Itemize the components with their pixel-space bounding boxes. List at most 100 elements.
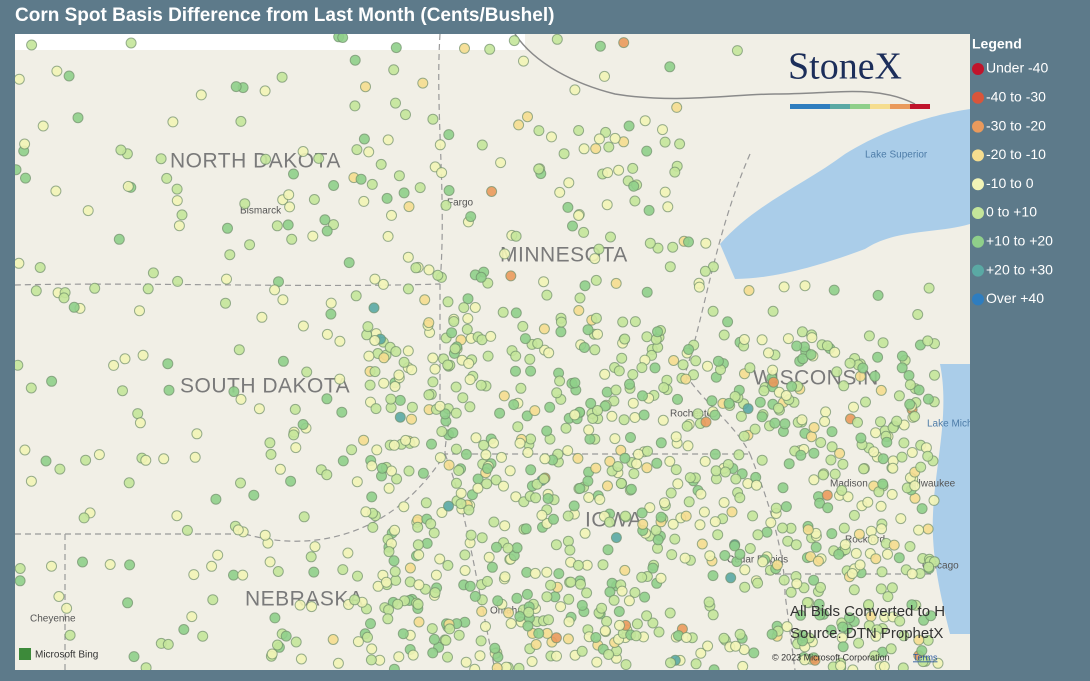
bid-dot bbox=[308, 194, 320, 205]
bid-dot bbox=[423, 389, 435, 401]
bid-dot bbox=[63, 70, 75, 82]
bid-dot bbox=[562, 445, 574, 457]
bid-dot bbox=[616, 352, 628, 364]
bid-dot bbox=[603, 141, 615, 153]
bid-dot bbox=[239, 198, 251, 210]
bid-dot bbox=[173, 220, 185, 232]
bid-dot bbox=[530, 639, 542, 650]
bid-dot bbox=[664, 607, 676, 619]
bid-dot bbox=[37, 120, 49, 132]
bid-dot bbox=[669, 533, 681, 545]
city-label: Milwaukee bbox=[908, 479, 956, 490]
bid-dot bbox=[555, 316, 567, 328]
bid-dot bbox=[604, 516, 616, 528]
bid-dot bbox=[430, 569, 442, 581]
bid-dot bbox=[923, 561, 935, 573]
bid-dot bbox=[459, 42, 470, 54]
bid-dot bbox=[590, 143, 602, 155]
bid-dot bbox=[440, 199, 452, 211]
bid-dot bbox=[860, 396, 871, 408]
bid-dot bbox=[826, 528, 838, 540]
bid-dot bbox=[791, 340, 803, 352]
bid-dot bbox=[337, 455, 349, 467]
bid-dot bbox=[426, 623, 438, 635]
bid-dot bbox=[647, 617, 659, 629]
bid-dot bbox=[692, 408, 704, 420]
bid-dot bbox=[560, 422, 572, 434]
bid-dot bbox=[826, 426, 838, 438]
bid-dot bbox=[212, 549, 224, 561]
bid-dot bbox=[269, 284, 281, 296]
bid-dot bbox=[132, 408, 144, 420]
bid-dot bbox=[394, 394, 406, 406]
bid-dot bbox=[398, 356, 410, 368]
bid-dot bbox=[616, 585, 628, 597]
bid-dot bbox=[593, 243, 605, 255]
bid-dot bbox=[567, 220, 578, 232]
bid-dot bbox=[398, 187, 410, 199]
bid-dot bbox=[815, 581, 826, 593]
bid-dot bbox=[576, 599, 588, 611]
bid-dot bbox=[718, 329, 730, 341]
bid-dot bbox=[568, 500, 580, 512]
bid-dot bbox=[207, 594, 219, 606]
bid-dot bbox=[615, 477, 627, 489]
bid-dot bbox=[526, 656, 538, 667]
bid-dot bbox=[819, 416, 831, 427]
bid-dot bbox=[629, 316, 641, 328]
bid-dot bbox=[476, 139, 488, 151]
bid-dot bbox=[15, 359, 24, 371]
bid-dot bbox=[394, 411, 406, 423]
bid-dot bbox=[538, 276, 550, 288]
bid-dot bbox=[494, 407, 506, 419]
bid-dot bbox=[844, 357, 856, 369]
bid-dot bbox=[403, 201, 415, 213]
bid-dot bbox=[492, 595, 504, 607]
bid-dot bbox=[365, 618, 376, 630]
bid-dot bbox=[815, 437, 827, 448]
bid-dot bbox=[513, 119, 525, 131]
bid-dot bbox=[539, 453, 551, 465]
bid-dot bbox=[619, 564, 631, 576]
bid-dot bbox=[469, 590, 481, 602]
bid-dot bbox=[551, 650, 562, 662]
terms-link[interactable]: Terms bbox=[913, 652, 938, 662]
bid-dot bbox=[569, 84, 581, 96]
bid-dot bbox=[680, 373, 692, 385]
bid-dot bbox=[385, 393, 397, 405]
bid-dot bbox=[407, 649, 419, 661]
bid-dot bbox=[451, 477, 462, 489]
bid-dot bbox=[839, 539, 851, 551]
bid-dot bbox=[297, 320, 309, 332]
bid-dot bbox=[627, 162, 639, 174]
bid-dot bbox=[744, 362, 756, 374]
bid-dot bbox=[928, 494, 940, 506]
legend-swatch bbox=[972, 149, 984, 162]
bid-dot bbox=[533, 627, 545, 639]
bid-dot bbox=[382, 134, 394, 146]
bid-dot bbox=[665, 487, 677, 499]
bid-dot bbox=[729, 391, 741, 402]
bid-dot bbox=[288, 168, 299, 180]
legend-swatch bbox=[972, 235, 984, 248]
bid-dot bbox=[771, 559, 783, 571]
bid-dot bbox=[465, 211, 477, 223]
bid-dot bbox=[89, 282, 101, 294]
bid-dot bbox=[543, 347, 555, 359]
bid-dot bbox=[872, 351, 884, 363]
bid-dot bbox=[891, 415, 903, 427]
bid-dot bbox=[791, 578, 803, 590]
bid-dot bbox=[524, 353, 536, 365]
bid-dot bbox=[529, 567, 541, 579]
bid-dot bbox=[15, 164, 22, 176]
bid-dot bbox=[457, 392, 469, 404]
bid-dot bbox=[875, 583, 887, 595]
bid-dot bbox=[838, 380, 850, 392]
bid-dot bbox=[652, 242, 664, 254]
bid-dot bbox=[406, 401, 418, 413]
bid-dot bbox=[475, 379, 487, 391]
bid-dot bbox=[485, 330, 497, 342]
bid-dot bbox=[694, 519, 706, 531]
bid-dot bbox=[375, 158, 387, 170]
bid-dot bbox=[674, 138, 686, 150]
